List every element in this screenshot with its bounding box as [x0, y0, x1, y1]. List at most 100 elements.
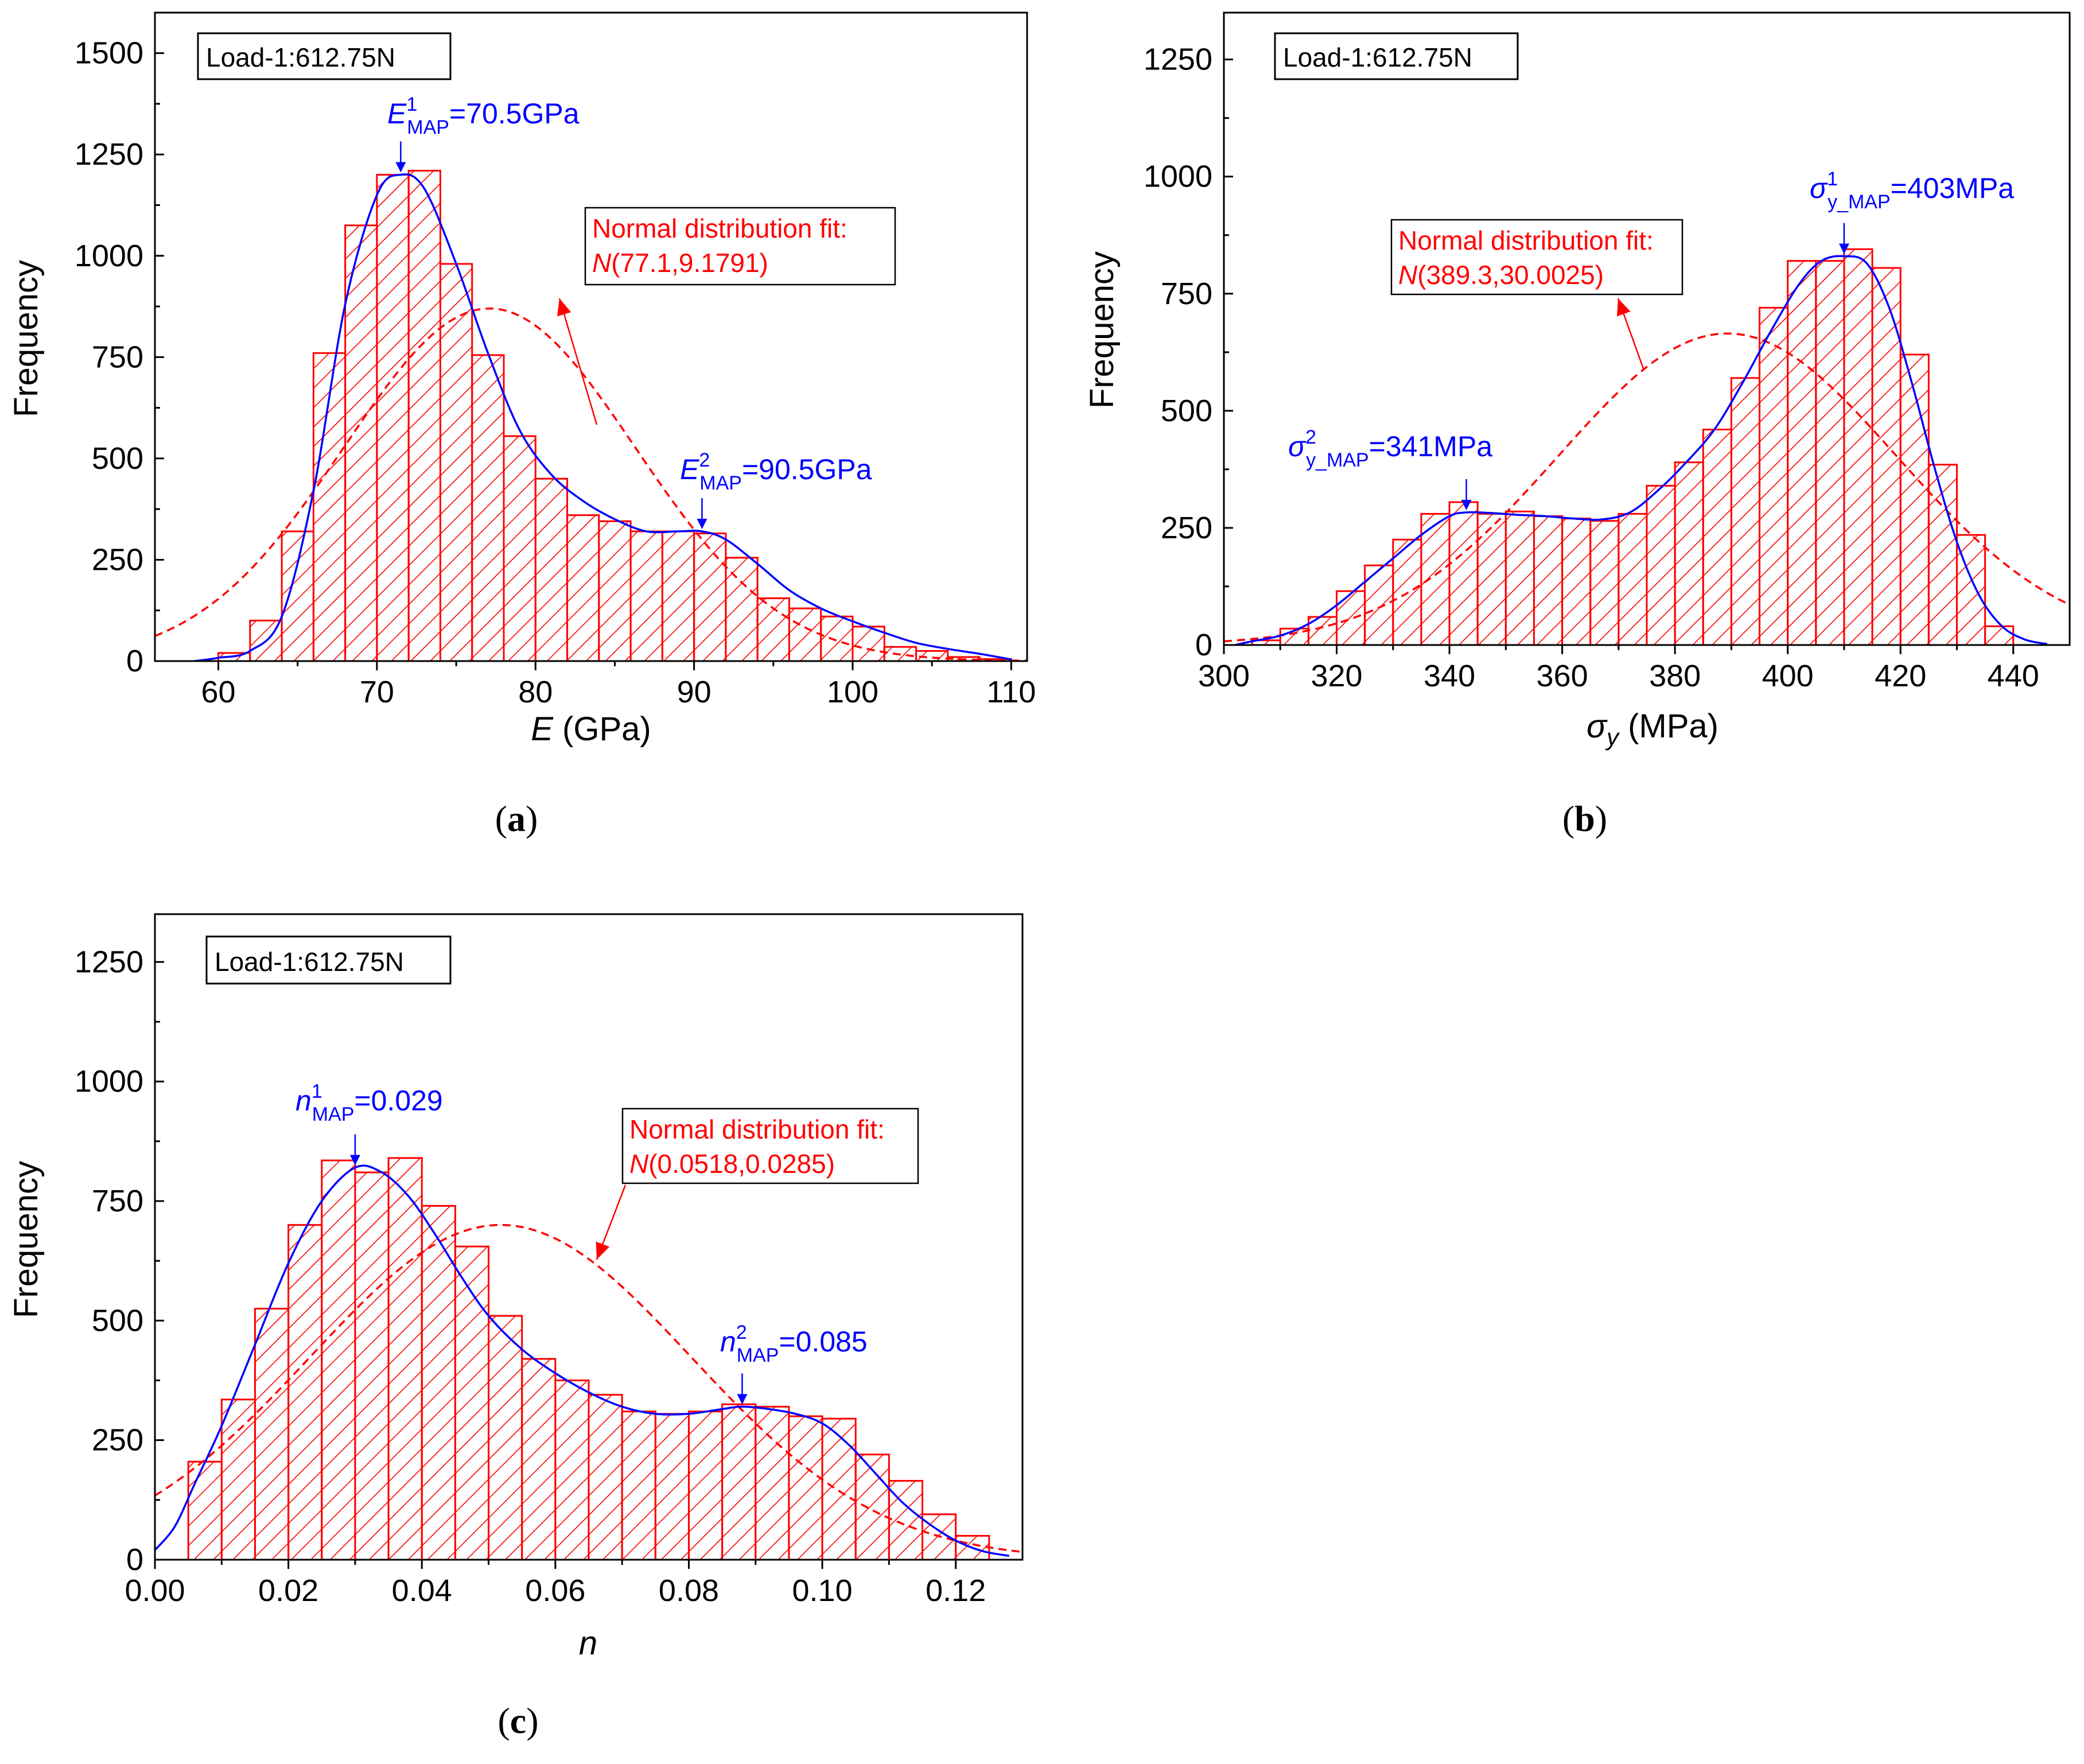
kde-curve-c [155, 1164, 1010, 1557]
y-tick-label-b-1: 250 [1161, 511, 1212, 545]
x-axis-label-c: n [579, 1625, 597, 1662]
fit-annotation-box-a [584, 207, 896, 286]
map2-label-a: E2 MAP=90.5GPa [680, 449, 872, 494]
load-label-c: Load-1:612.75N [215, 947, 404, 977]
bar-b-10 [1533, 515, 1564, 646]
bar-c-17 [755, 1405, 790, 1561]
chart-panel-c: 0 250 500 750 1000 1250 0.00 0.02 0.04 0.06 0.08 0.… [7, 913, 1024, 1741]
y-tick-label-c-3: 750 [92, 1184, 143, 1218]
fit-annotation-box-c [621, 1108, 919, 1184]
bar-a-20 [852, 625, 885, 662]
bar-a-14 [661, 530, 695, 662]
bar-c-9 [488, 1315, 523, 1561]
y-tick-label-c-2: 500 [92, 1303, 143, 1338]
bar-b-8 [1476, 512, 1507, 646]
bar-c-6 [387, 1157, 423, 1561]
y-tick-label-a-5: 1250 [75, 137, 143, 172]
y-tick-label-a-1: 250 [92, 542, 143, 577]
chart-panel-a: 0 250 500 750 1000 1250 1500 60 70 80 90 100 110 Freq… [7, 11, 1036, 839]
normal-fit-curve-a [155, 307, 1027, 661]
bar-a-2 [281, 530, 314, 662]
bar-c-12 [588, 1394, 623, 1561]
bar-b-15 [1674, 461, 1704, 646]
x-tick-label-b-2: 340 [1424, 659, 1475, 693]
fit-label-title-a: Normal distribution fit: [592, 213, 847, 243]
bar-c-7 [421, 1205, 456, 1561]
x-axis-label-a: E (GPa) [531, 710, 651, 748]
fit-arrow-line-a [558, 298, 598, 425]
bar-a-15 [693, 533, 727, 662]
bar-c-0 [187, 1460, 223, 1561]
bar-a-16 [725, 557, 759, 662]
bar-c-11 [554, 1380, 590, 1561]
bar-a-7 [439, 263, 473, 662]
bar-a-13 [629, 530, 663, 662]
normal-fit-curve-c [155, 1223, 1022, 1553]
y-axis-label-c: Frequency [7, 1161, 45, 1318]
bar-c-3 [287, 1224, 323, 1561]
bars-b [1251, 248, 2015, 646]
map1-label-b: σ1 y_MAP=403MPa [1810, 168, 2014, 213]
kde-curve-a [194, 173, 1012, 661]
bar-a-8 [471, 354, 505, 662]
load-label-b: Load-1:612.75N [1283, 42, 1472, 72]
map1-label-c: n1 MAP=0.029 [296, 1081, 443, 1125]
bar-c-18 [788, 1415, 823, 1561]
plot-frame-a [154, 11, 1028, 662]
kde-curve-b [1235, 255, 2048, 645]
panel-label-a: (a) [495, 798, 538, 839]
fit-label-params-b: N(389.3,30.0025) [1398, 260, 1604, 290]
panel-label-c: (c) [497, 1700, 538, 1741]
x-tick-label-b-5: 400 [1762, 659, 1814, 693]
map2-label-c: n2 MAP=0.085 [720, 1322, 868, 1366]
bar-b-23 [1899, 353, 1930, 646]
fit-label-params-a: N(77.1,9.1791) [592, 248, 768, 278]
y-tick-label-b-2: 500 [1161, 394, 1212, 428]
map2-label-b: σ2 y_MAP=341MPa [1288, 426, 1492, 471]
bar-b-24 [1927, 464, 1958, 646]
x-tick-label-c-0: 0.00 [125, 1573, 185, 1608]
bar-c-19 [821, 1417, 857, 1561]
bar-b-7 [1448, 501, 1479, 646]
x-tick-label-a-2: 80 [518, 675, 553, 709]
x-tick-label-c-4: 0.08 [659, 1573, 719, 1608]
plot-frame-c [154, 913, 1024, 1561]
bar-b-6 [1420, 512, 1451, 646]
bar-a-12 [598, 520, 632, 662]
map1-arrow-head-b [1838, 243, 1849, 254]
y-tick-label-b-0: 0 [1195, 628, 1212, 662]
bar-a-4 [344, 224, 378, 662]
chart-panel-b: 0 250 500 750 1000 1250 300 320 340 360 380 400 420 4… [1083, 11, 2071, 839]
bar-a-11 [566, 514, 600, 662]
y-tick-label-c-4: 1000 [75, 1064, 143, 1099]
bar-c-10 [521, 1358, 557, 1561]
fit-arrow-head-b [1616, 298, 1631, 317]
load-label-a: Load-1:612.75N [206, 42, 395, 72]
y-tick-label-a-6: 1500 [75, 36, 143, 71]
y-tick-label-b-5: 1250 [1144, 42, 1212, 77]
x-tick-label-a-4: 100 [827, 675, 878, 709]
map2-arrow-head-a [697, 519, 707, 529]
load-label-box-c [205, 935, 452, 985]
y-tick-label-c-1: 250 [92, 1423, 143, 1458]
map2-arrow-head-b [1461, 499, 1472, 510]
bar-a-10 [534, 477, 569, 662]
bar-c-14 [654, 1413, 690, 1561]
y-tick-label-c-5: 1250 [75, 945, 143, 979]
bar-c-15 [687, 1411, 724, 1561]
y-axis-label-b: Frequency [1083, 251, 1121, 409]
bar-b-9 [1504, 510, 1535, 646]
load-label-box-b [1274, 32, 1519, 80]
map1-arrow-head-a [395, 162, 406, 173]
bar-b-14 [1646, 484, 1676, 646]
y-tick-label-a-0: 0 [126, 644, 143, 678]
x-tick-label-c-2: 0.04 [392, 1573, 452, 1608]
bar-a-5 [376, 174, 410, 662]
bar-b-20 [1815, 260, 1845, 646]
bar-a-18 [788, 607, 822, 662]
fit-annotation-box-b [1390, 219, 1683, 296]
y-axis-label-a: Frequency [7, 260, 45, 417]
x-tick-label-a-5: 110 [986, 675, 1036, 709]
x-tick-label-a-0: 60 [201, 675, 236, 709]
